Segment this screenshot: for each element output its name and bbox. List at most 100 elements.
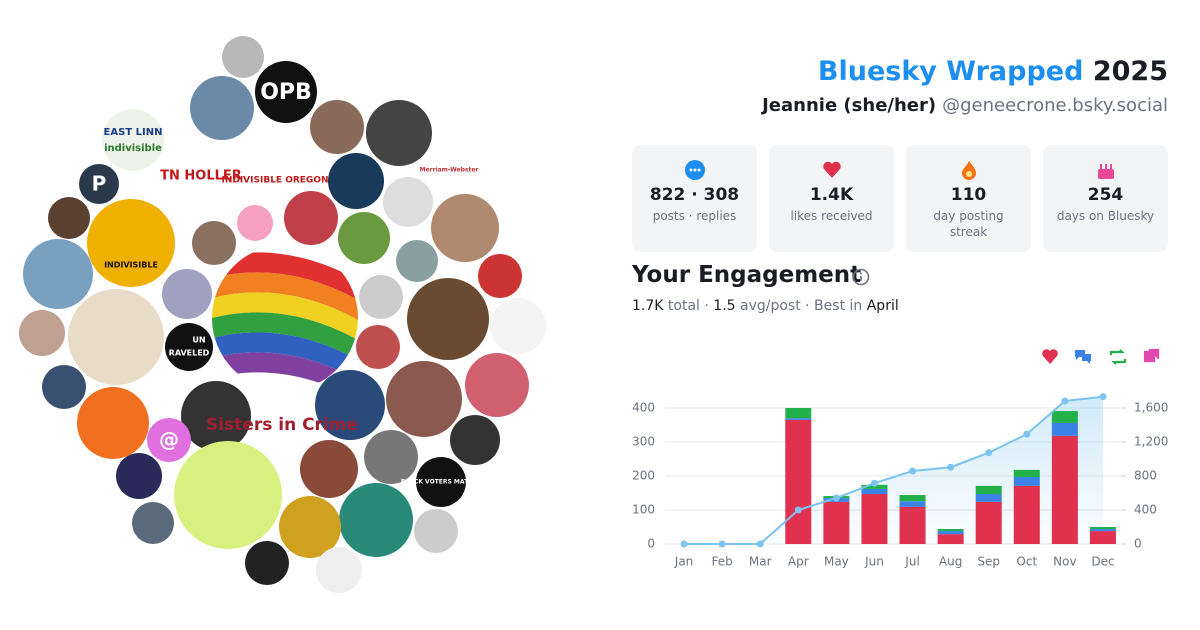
- avatar-stripe: [212, 352, 358, 391]
- y-tick-label: 400: [632, 401, 655, 415]
- y2-tick-label: 400: [1134, 503, 1157, 517]
- avatar[interactable]: [102, 109, 164, 171]
- avatar[interactable]: [279, 496, 341, 558]
- info-icon[interactable]: [852, 268, 870, 286]
- avatar[interactable]: [116, 453, 162, 499]
- avatar[interactable]: [364, 430, 418, 484]
- bar-segment: [937, 534, 964, 544]
- avatar[interactable]: [338, 212, 390, 264]
- summary-part: April: [866, 298, 899, 314]
- avatar[interactable]: [356, 325, 400, 369]
- bar-segment: [861, 488, 888, 495]
- avatar[interactable]: [328, 153, 384, 209]
- avatar[interactable]: [315, 370, 385, 440]
- bar-segment: [1051, 411, 1078, 423]
- x-tick-label: Jun: [864, 555, 884, 569]
- stat-card: 822 · 308 posts · replies: [632, 145, 757, 252]
- y2-tick-label: 1,200: [1134, 435, 1168, 449]
- avatar-stripe: [212, 272, 358, 320]
- avatar[interactable]: [42, 365, 86, 409]
- avatar[interactable]: [490, 298, 546, 354]
- bar-segment: [823, 501, 850, 544]
- avatar[interactable]: [48, 197, 90, 239]
- avatar[interactable]: [310, 100, 364, 154]
- avatar[interactable]: [339, 483, 413, 557]
- avatar[interactable]: [147, 418, 191, 462]
- x-tick-label: Mar: [749, 555, 772, 569]
- avatar[interactable]: [396, 240, 438, 282]
- avatar[interactable]: [465, 353, 529, 417]
- avatar[interactable]: [255, 61, 317, 123]
- section-title: Your Engagement: [632, 262, 862, 288]
- y-tick-label: 100: [632, 503, 655, 517]
- bar-segment: [861, 484, 888, 489]
- bar-segment: [785, 419, 812, 544]
- title-year: 2025: [1092, 56, 1168, 87]
- avatar[interactable]: [414, 509, 458, 553]
- bar-segment: [899, 506, 926, 544]
- avatar[interactable]: [431, 194, 499, 262]
- logo-text: OPB: [260, 80, 312, 105]
- bar-segment: [785, 418, 812, 420]
- avatar[interactable]: [416, 457, 466, 507]
- line-point: [1023, 430, 1031, 438]
- avatar[interactable]: [77, 387, 149, 459]
- avatar-stripe: [212, 252, 358, 300]
- avatar[interactable]: [174, 441, 282, 549]
- avatar[interactable]: [383, 177, 433, 227]
- y-tick-label: 0: [647, 537, 655, 551]
- avatar[interactable]: [359, 275, 403, 319]
- avatar[interactable]: [366, 100, 432, 166]
- user-handle[interactable]: @geneecrone.bsky.social: [942, 95, 1168, 116]
- bar-segment: [1013, 485, 1040, 544]
- x-tick-label: Nov: [1053, 555, 1076, 569]
- summary-part: avg/post · Best in: [740, 298, 863, 314]
- engagement-chart: 0 100 200 300 400 0 400 800 1,200 1,600 Jan Feb Mar A…: [632, 348, 1168, 569]
- avatar[interactable]: [19, 310, 65, 356]
- avatar[interactable]: [165, 323, 213, 371]
- line-point: [718, 540, 726, 548]
- logo-text: @: [159, 428, 179, 452]
- summary-part: 1.7K: [632, 298, 664, 314]
- avatar[interactable]: [192, 221, 236, 265]
- avatar[interactable]: [300, 440, 358, 498]
- icon: [823, 161, 841, 178]
- avatar[interactable]: [181, 381, 251, 451]
- avatar[interactable]: [132, 502, 174, 544]
- avatar-stripe: [212, 312, 358, 360]
- stat-card: 110 day posting streak: [906, 145, 1031, 252]
- bar-segment: [937, 531, 964, 535]
- legend-icon[interactable]: [1143, 348, 1160, 363]
- stat-card: 254 days on Bluesky: [1043, 145, 1168, 252]
- avatar[interactable]: [87, 199, 175, 287]
- line-point: [1061, 397, 1069, 405]
- legend-icon[interactable]: [1109, 349, 1127, 365]
- legend-shape: [1109, 349, 1127, 365]
- line-point: [756, 540, 764, 548]
- stat-label: days on Bluesky: [1056, 209, 1155, 223]
- avatar[interactable]: [425, 146, 473, 194]
- avatar[interactable]: [450, 415, 500, 465]
- avatar[interactable]: [68, 289, 164, 385]
- avatar[interactable]: [190, 76, 254, 140]
- avatar[interactable]: [478, 254, 522, 298]
- y2-tick-label: 800: [1134, 469, 1157, 483]
- line: [684, 395, 1104, 545]
- avatar[interactable]: [79, 164, 119, 204]
- avatar[interactable]: [386, 361, 462, 437]
- avatar[interactable]: [237, 205, 273, 241]
- avatar[interactable]: [407, 278, 489, 360]
- legend-icon[interactable]: [1042, 349, 1058, 364]
- avatar[interactable]: [222, 36, 264, 78]
- logo-text: BLACK VOTERS MATTER: [401, 479, 482, 486]
- avatar[interactable]: [316, 547, 362, 593]
- legend-icon[interactable]: [1075, 350, 1091, 364]
- avatar[interactable]: [245, 541, 289, 585]
- bar-segment: [861, 494, 888, 544]
- x-tick-label: Feb: [712, 555, 733, 569]
- avatar[interactable]: [284, 191, 338, 245]
- line-point: [680, 540, 688, 548]
- avatar[interactable]: [162, 269, 212, 319]
- avatar[interactable]: [23, 239, 93, 309]
